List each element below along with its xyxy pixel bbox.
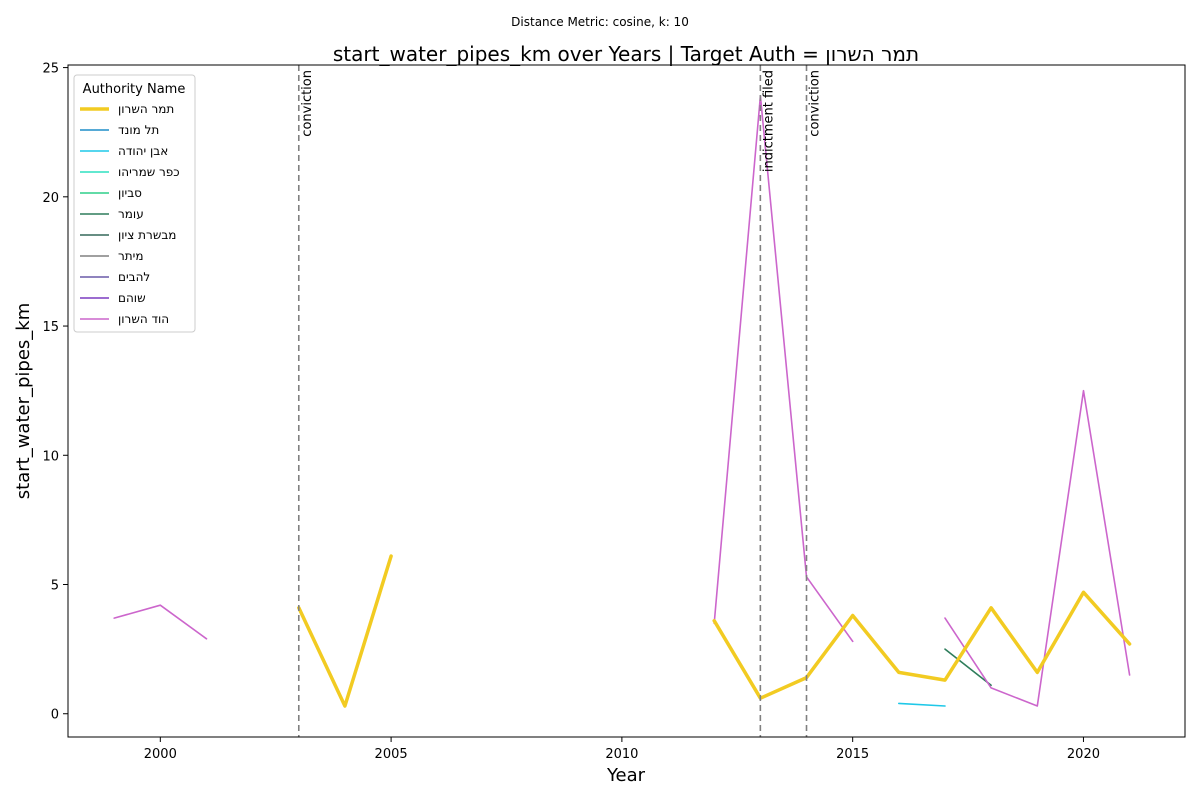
x-tick-label: 2000 <box>144 747 177 762</box>
y-axis: 0 5 10 15 20 25 <box>42 62 68 723</box>
event-label: conviction <box>808 70 823 137</box>
legend-entry: תל מונד <box>118 123 159 137</box>
y-tick-label: 25 <box>42 62 59 77</box>
x-tick-label: 2010 <box>605 747 638 762</box>
series-layer <box>113 95 1132 708</box>
y-tick-label: 10 <box>42 449 59 464</box>
series-line <box>113 604 208 640</box>
x-axis: 2000 2005 2010 2015 2020 <box>144 737 1100 762</box>
event-label: conviction <box>300 70 315 137</box>
legend-entry: להבים <box>118 270 150 284</box>
x-tick-label: 2005 <box>375 747 408 762</box>
legend-title: Authority Name <box>83 82 186 97</box>
x-axis-label: Year <box>606 765 646 786</box>
series-line <box>944 389 1131 707</box>
chart-suptitle: Distance Metric: cosine, k: 10 <box>511 15 689 29</box>
legend-entry: עומר <box>118 207 144 221</box>
x-tick-label: 2015 <box>836 747 869 762</box>
y-tick-label: 5 <box>51 579 59 594</box>
chart-title: start_water_pipes_km over Years | Target… <box>333 42 919 66</box>
legend-box <box>73 74 196 333</box>
x-tick-label: 2020 <box>1067 747 1100 762</box>
series-line <box>944 648 992 687</box>
legend-entry: שוהם <box>118 291 146 305</box>
y-axis-label: start_water_pipes_km <box>13 303 34 499</box>
legend-entry: הוד השרון <box>118 312 169 326</box>
legend: Authority Name תמר השרון תל מונד אבן יהודה… <box>73 74 196 333</box>
legend-entry: אבן יהודה <box>118 144 168 158</box>
plot-frame <box>67 64 1186 738</box>
series-line <box>297 554 393 708</box>
y-tick-label: 20 <box>42 191 59 206</box>
event-label: indictment filed <box>761 70 776 172</box>
y-tick-label: 15 <box>42 320 59 335</box>
events-layer: conviction indictment filed conviction <box>297 65 823 737</box>
legend-entry: סביון <box>118 186 142 200</box>
legend-entry: תמר השרון <box>118 102 174 116</box>
series-line <box>713 95 854 643</box>
legend-entry: מיתר <box>118 249 144 263</box>
legend-entry: מבשרת ציון <box>118 228 176 242</box>
y-tick-label: 0 <box>51 708 59 723</box>
series-line <box>712 590 1132 700</box>
series-line <box>897 702 946 707</box>
legend-entry: כפר שמריהו <box>118 165 180 179</box>
